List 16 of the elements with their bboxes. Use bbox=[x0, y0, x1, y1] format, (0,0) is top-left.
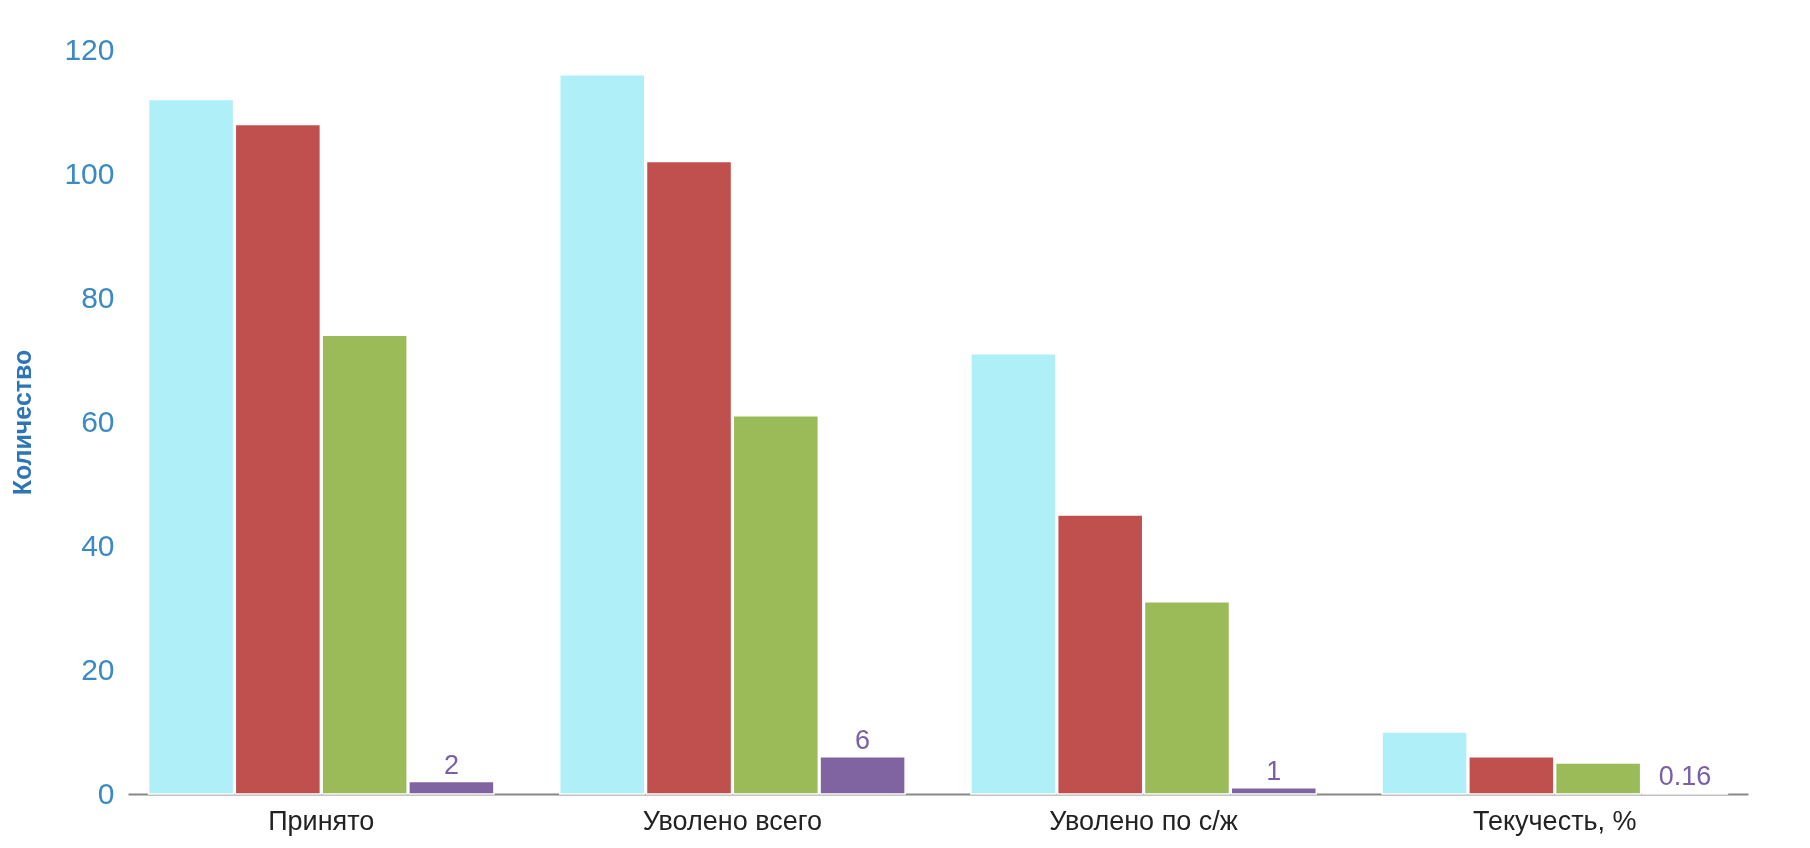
y-tick-label: 120 bbox=[64, 32, 115, 66]
data-label: 2 bbox=[443, 749, 459, 780]
x-tick-label: Текучесть, % bbox=[1472, 805, 1637, 836]
x-tick-label: Уволено по с/ж bbox=[1049, 805, 1238, 836]
y-tick-label: 80 bbox=[81, 280, 115, 314]
y-axis-title: Количество bbox=[8, 349, 37, 496]
x-tick-label: Принято bbox=[268, 805, 375, 836]
y-tick-label: 60 bbox=[81, 404, 115, 438]
y-tick-label: 40 bbox=[81, 528, 115, 562]
data-label: 1 bbox=[1266, 755, 1282, 786]
data-label: 6 bbox=[855, 724, 871, 755]
y-tick-label: 20 bbox=[81, 652, 115, 686]
y-tick-label: 100 bbox=[64, 156, 115, 190]
x-tick-label: Уволено всего bbox=[642, 805, 822, 836]
data-label: 0.16 bbox=[1658, 761, 1712, 792]
y-tick-label: 0 bbox=[97, 776, 115, 810]
